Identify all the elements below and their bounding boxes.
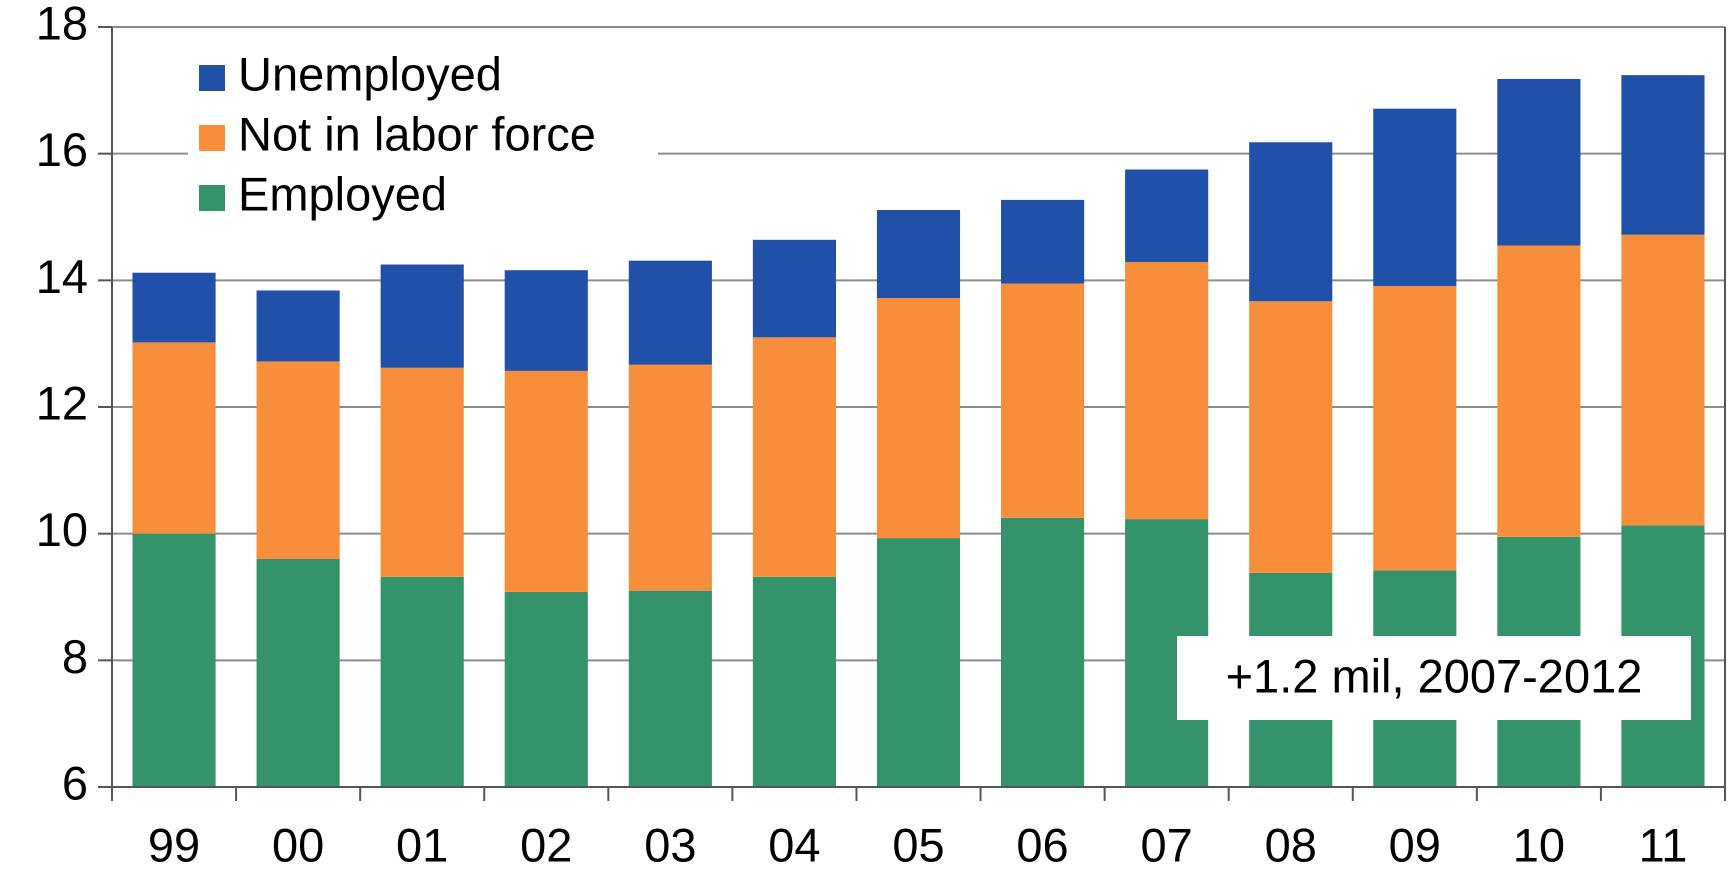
bar-segment xyxy=(132,272,216,343)
bar-segment xyxy=(1001,517,1085,787)
legend-label: Not in labor force xyxy=(238,107,596,160)
bar-segment xyxy=(628,590,712,787)
y-tick-label: 6 xyxy=(62,756,88,809)
bar-segment xyxy=(628,364,712,591)
bar-segment xyxy=(1249,142,1333,302)
bar-segment xyxy=(132,342,216,534)
bar-segment xyxy=(1497,245,1581,537)
bar-segment xyxy=(1125,169,1209,262)
x-tick-label: 04 xyxy=(768,818,820,871)
bar-segment xyxy=(876,210,961,299)
bar-segment xyxy=(752,239,836,338)
y-tick-label: 12 xyxy=(36,376,88,429)
legend-label: Unemployed xyxy=(238,47,502,100)
x-tick-label: 05 xyxy=(892,818,944,871)
bar-segment xyxy=(132,533,216,787)
x-tick-label: 10 xyxy=(1513,818,1565,871)
x-tick-label: 99 xyxy=(148,818,200,871)
legend: Unemployed Not in labor force Employed xyxy=(188,47,658,227)
x-tick-label: 07 xyxy=(1141,818,1193,871)
legend-swatch xyxy=(199,125,225,151)
legend-swatch xyxy=(199,185,225,211)
bar-segment xyxy=(1497,78,1581,246)
x-tick-label: 06 xyxy=(1016,818,1068,871)
bar-segment xyxy=(876,538,961,787)
bar-segment xyxy=(256,290,340,362)
bar-segment xyxy=(1249,301,1333,573)
bar-segment xyxy=(1125,261,1209,520)
legend-label: Employed xyxy=(238,167,447,220)
y-tick-label: 16 xyxy=(36,123,88,176)
x-tick-label: 08 xyxy=(1265,818,1317,871)
bar-segment xyxy=(504,370,588,592)
bar-segment xyxy=(380,576,464,787)
bar-segment xyxy=(1001,199,1085,284)
x-tick-label: 02 xyxy=(520,818,572,871)
bars xyxy=(132,75,1705,787)
bar-segment xyxy=(752,576,836,787)
x-tick-label: 09 xyxy=(1389,818,1441,871)
bar-segment xyxy=(380,367,464,577)
bar-segment xyxy=(752,337,836,577)
legend-swatch xyxy=(199,65,225,91)
x-tick-label: 11 xyxy=(1639,818,1688,871)
bar-segment xyxy=(876,298,961,539)
x-tick-label: 00 xyxy=(272,818,324,871)
bar-segment xyxy=(504,591,588,787)
bar-segment xyxy=(1373,108,1457,287)
bar-segment xyxy=(1621,234,1705,526)
y-tick-label: 14 xyxy=(36,250,88,303)
bar-segment xyxy=(504,270,588,371)
bar-segment xyxy=(1373,286,1457,571)
bar-segment xyxy=(1001,283,1085,518)
annotation: +1.2 mil, 2007-2012 xyxy=(1226,649,1643,702)
bar-segment xyxy=(380,264,464,368)
bar-segment xyxy=(628,260,712,365)
bar-segment xyxy=(1621,75,1705,235)
bar-segment xyxy=(256,361,340,559)
bar-segment xyxy=(256,559,340,787)
x-tick-label: 03 xyxy=(644,818,696,871)
y-tick-label: 8 xyxy=(62,630,88,683)
axes: 6 8 10 12 14 16 18 99 00 01 02 03 04 05 06 07 08 09 10 11 xyxy=(36,0,1726,871)
legend-background xyxy=(188,47,658,227)
y-tick-label: 10 xyxy=(36,503,88,556)
y-tick-label: 18 xyxy=(36,0,88,49)
annotation-box xyxy=(1177,636,1691,720)
x-tick-label: 01 xyxy=(396,818,448,871)
